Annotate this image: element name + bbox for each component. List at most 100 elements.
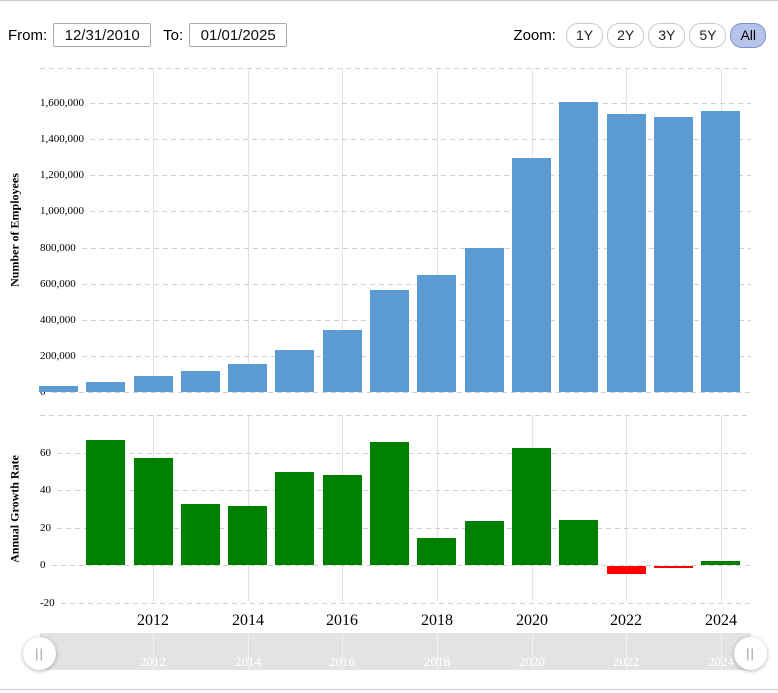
growth-bar-2014[interactable] — [228, 506, 267, 565]
date-range-controls: From: To: — [8, 22, 288, 48]
navigator-tick — [532, 633, 533, 670]
growth-bar-2013[interactable] — [181, 504, 220, 565]
y-tick-label: 1,000,000 — [40, 205, 84, 217]
y-tick-label: 1,200,000 — [40, 169, 84, 181]
growth-bar-2016[interactable] — [323, 475, 362, 565]
growth-bar-2023[interactable] — [654, 566, 693, 568]
navigator-tick — [153, 633, 154, 670]
zoom-button-1y[interactable]: 1Y — [565, 22, 604, 48]
growth-bar-2019[interactable] — [465, 521, 504, 565]
x-gridline — [342, 68, 343, 392]
y-gridline — [82, 248, 751, 249]
zoom-controls: Zoom: 1Y 2Y 3Y 5Y All — [513, 22, 766, 48]
y-tick-label: 0 — [40, 386, 46, 398]
x-axis-label-2018: 2018 — [421, 612, 453, 629]
x-gridline — [626, 415, 627, 602]
toolbar: From: To: Zoom: 1Y 2Y 3Y 5Y All — [0, 1, 778, 55]
y-gridline — [52, 392, 751, 393]
y-tick-label: 200,000 — [40, 350, 76, 362]
range-navigator[interactable] — [40, 633, 751, 670]
employees-bar-2021[interactable] — [559, 102, 598, 392]
x-gridline — [437, 415, 438, 602]
x-gridline — [248, 68, 249, 392]
y-gridline — [82, 320, 751, 321]
zoom-button-2y[interactable]: 2Y — [607, 22, 645, 48]
x-axis-label-2016: 2016 — [326, 612, 358, 629]
zoom-button-3y[interactable]: 3Y — [648, 22, 686, 48]
y-tick-label: 40 — [40, 484, 51, 496]
growth-bar-2021[interactable] — [559, 520, 598, 565]
navigator-tick — [437, 633, 438, 670]
zoom-button-5y[interactable]: 5Y — [689, 22, 727, 48]
x-axis-label-2024: 2024 — [705, 612, 737, 629]
y-axis-title-employees: Number of Employees — [7, 173, 22, 287]
y-axis-title-growth: Annual Growth Rate — [7, 455, 22, 563]
employees-bar-2013[interactable] — [181, 371, 220, 392]
x-gridline — [437, 68, 438, 392]
navigator-tick — [342, 633, 343, 670]
y-tick-label: -20 — [40, 597, 55, 609]
employees-bar-2017[interactable] — [370, 290, 409, 392]
growth-bar-2017[interactable] — [370, 442, 409, 565]
employees-bar-2018[interactable] — [417, 275, 456, 392]
y-tick-label: 0 — [40, 559, 46, 571]
navigator-left-handle[interactable]: || — [23, 637, 56, 670]
growth-bar-2015[interactable] — [275, 472, 314, 565]
employees-bar-2024[interactable] — [701, 111, 740, 392]
navigator-right-handle[interactable]: || — [734, 637, 767, 670]
navigator-year-label: 2014 — [235, 654, 261, 669]
navigator-year-label: 2020 — [519, 654, 545, 669]
from-label: From: — [8, 26, 48, 44]
from-date-input[interactable] — [53, 23, 152, 47]
y-tick-label: 600,000 — [40, 278, 76, 290]
employees-bar-2014[interactable] — [228, 364, 267, 392]
employees-bar-2022[interactable] — [607, 114, 646, 392]
employees-bar-2020[interactable] — [512, 158, 551, 392]
to-date-input[interactable] — [189, 23, 288, 47]
x-gridline — [153, 68, 154, 392]
bottom-border — [0, 689, 778, 690]
y-gridline — [82, 284, 751, 285]
y-gridline — [52, 565, 751, 566]
x-gridline — [721, 415, 722, 602]
employees-bar-2016[interactable] — [323, 330, 362, 392]
top-border — [0, 0, 778, 1]
x-axis-label-2012: 2012 — [137, 612, 169, 629]
y-gridline — [61, 603, 751, 604]
y-gridline — [90, 211, 751, 212]
y-gridline — [90, 103, 751, 104]
employees-bar-2023[interactable] — [654, 117, 693, 392]
navigator-year-label: 2024 — [708, 654, 734, 669]
drag-handle-icon: || — [35, 646, 44, 661]
employees-bar-2011[interactable] — [86, 382, 125, 392]
y-gridline — [40, 415, 751, 416]
y-tick-label: 400,000 — [40, 314, 76, 326]
navigator-year-label: 2012 — [140, 654, 166, 669]
to-label: To: — [163, 26, 184, 44]
growth-bar-2024[interactable] — [701, 561, 740, 565]
zoom-button-all[interactable]: All — [730, 22, 766, 48]
navigator-tick — [626, 633, 627, 670]
y-tick-label: 800,000 — [40, 242, 76, 254]
growth-bar-2018[interactable] — [417, 538, 456, 565]
navigator-year-label: 2018 — [424, 654, 450, 669]
employees-bar-2010[interactable] — [39, 386, 78, 392]
growth-bar-2020[interactable] — [512, 448, 551, 565]
zoom-label: Zoom: — [513, 26, 556, 44]
growth-bar-2011[interactable] — [86, 440, 125, 565]
y-tick-label: 1,600,000 — [40, 97, 84, 109]
employees-bar-2012[interactable] — [134, 376, 173, 392]
navigator-tick — [721, 633, 722, 670]
chart-area: 0 200,000 400,000 600,000 800,000 1,000,000 1,… — [0, 55, 778, 693]
x-axis-label-2020: 2020 — [516, 612, 548, 629]
growth-bar-2012[interactable] — [134, 458, 173, 565]
employees-bar-2019[interactable] — [465, 248, 504, 392]
navigator-tick — [248, 633, 249, 670]
y-gridline — [82, 356, 751, 357]
navigator-year-label: 2016 — [329, 654, 355, 669]
growth-bar-2022[interactable] — [607, 566, 646, 574]
employees-bar-2015[interactable] — [275, 350, 314, 392]
drag-handle-icon: || — [746, 646, 755, 661]
y-tick-label: 1,400,000 — [40, 133, 84, 145]
